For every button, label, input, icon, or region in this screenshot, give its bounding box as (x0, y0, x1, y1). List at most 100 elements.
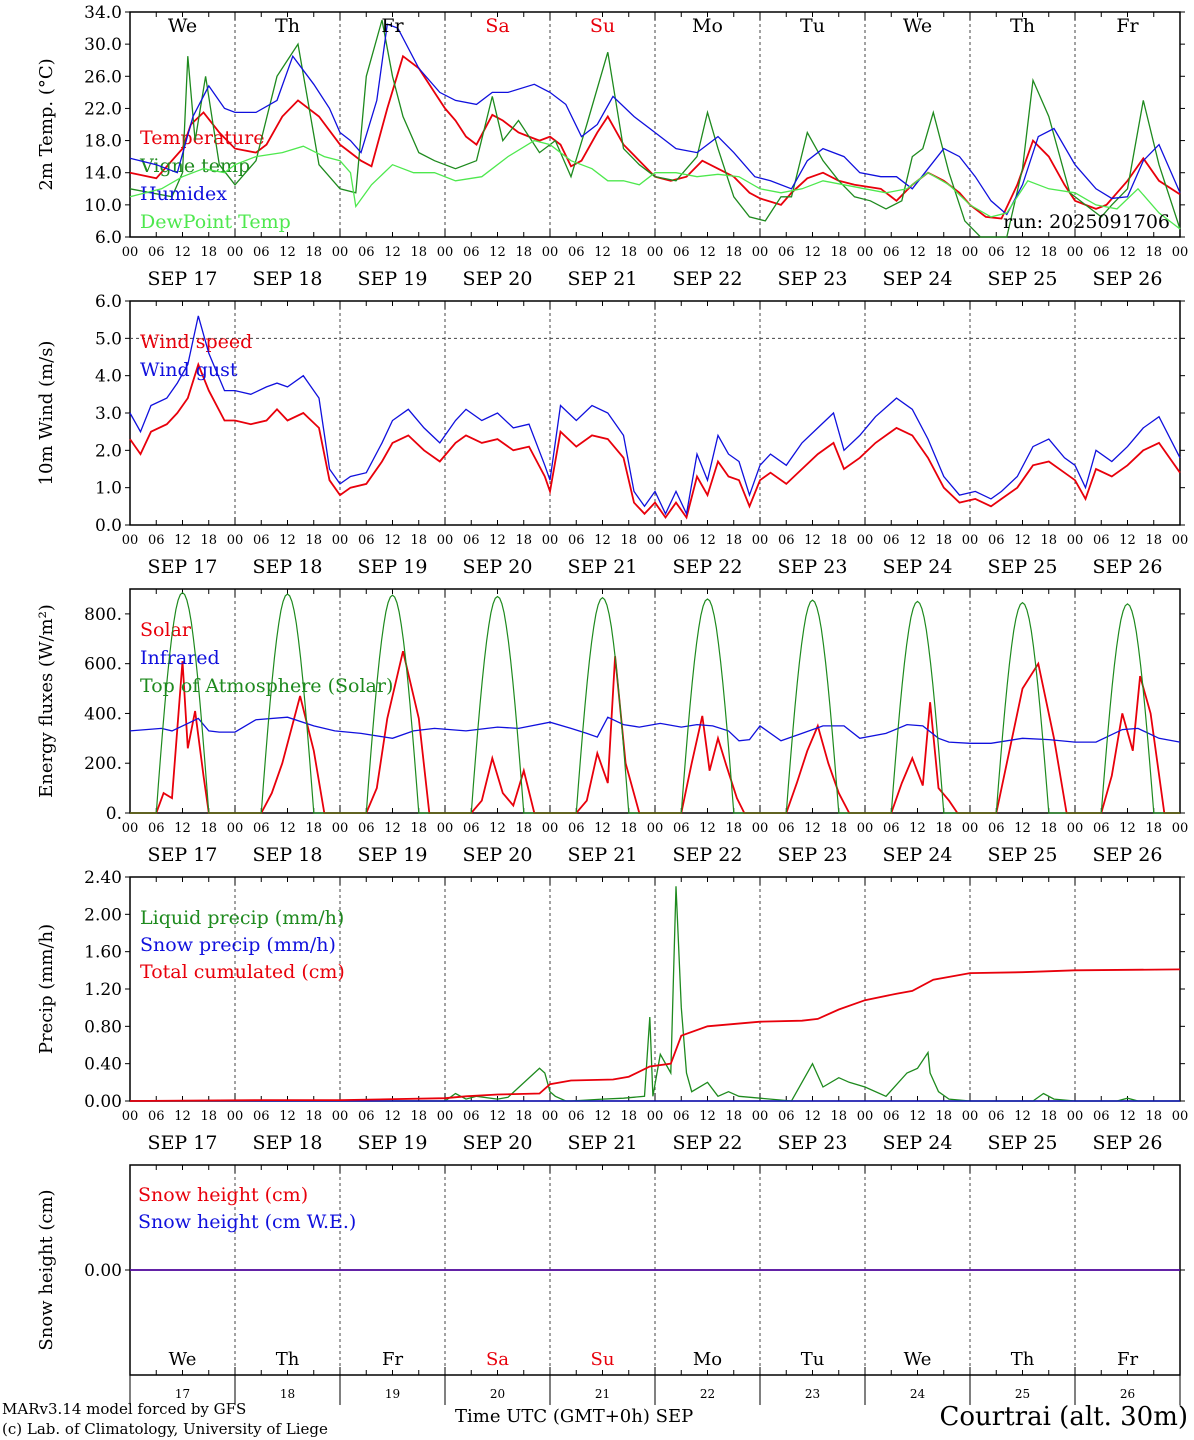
weekday-label: Tu (800, 15, 825, 37)
day-number-label: 18 (280, 1387, 295, 1401)
hour-tick-label: 12 (174, 245, 191, 260)
panel-1: 34.0 30.0 26.0 22.0 18.0 14.0 10.0 6.0 2m Temp. … (36, 3, 1188, 290)
hour-tick-label: 00 (122, 245, 139, 260)
hour-tick-label: 12 (384, 245, 401, 260)
hour-tick-label: 00 (227, 533, 244, 548)
hour-tick-label: 18 (1040, 1109, 1057, 1124)
hour-tick-label: 00 (857, 821, 874, 836)
weekday-label: Mo (692, 15, 723, 37)
weekday-label: Fr (1116, 15, 1139, 37)
y-tick-label: 6.0 (95, 228, 122, 248)
hour-tick-label: 00 (122, 1109, 139, 1124)
x-axis-month: SEP (655, 1406, 694, 1427)
hour-tick-label: 06 (358, 821, 375, 836)
hour-tick-label: 06 (988, 533, 1005, 548)
date-label: SEP 25 (988, 844, 1058, 866)
day-number-label: 20 (490, 1387, 505, 1401)
hour-tick-label: 00 (647, 821, 664, 836)
hour-tick-label: 06 (883, 1109, 900, 1124)
hour-tick-label: 12 (699, 821, 716, 836)
hour-tick-label: 00 (1172, 1109, 1189, 1124)
hour-tick-label: 00 (1172, 821, 1189, 836)
date-label: SEP 24 (883, 268, 953, 290)
date-label: SEP 21 (568, 268, 638, 290)
hour-tick-label: 00 (542, 821, 559, 836)
date-label: SEP 22 (673, 844, 743, 866)
hour-tick-label: 00 (752, 1109, 769, 1124)
day-number-label: 25 (1015, 1387, 1030, 1401)
y-tick-label: 0.80 (84, 1017, 122, 1037)
series-line-toa-day (760, 599, 865, 814)
y-tick-label: 200. (84, 754, 122, 774)
date-label: SEP 21 (568, 844, 638, 866)
legend-entry: Infrared (140, 647, 220, 669)
hour-tick-label: 00 (1067, 1109, 1084, 1124)
date-label: SEP 18 (253, 844, 323, 866)
hour-tick-label: 06 (778, 533, 795, 548)
series-line-toa-day (550, 596, 655, 814)
hour-tick-label: 00 (1067, 533, 1084, 548)
hour-tick-label: 18 (515, 1109, 532, 1124)
y-tick-label: 1.0 (95, 479, 122, 499)
hour-tick-label: 06 (568, 1109, 585, 1124)
panel-4: 2.40 2.00 1.60 1.20 0.80 0.40 0.00 Precip (mm/h… (36, 868, 1188, 1154)
hour-tick-label: 18 (410, 245, 427, 260)
date-label: SEP 17 (148, 268, 218, 290)
hour-tick-label: 06 (778, 1109, 795, 1124)
hour-tick-label: 18 (725, 1109, 742, 1124)
y-tick-label: 26.0 (84, 67, 122, 87)
hour-tick-label: 18 (935, 821, 952, 836)
series-line-toa-day (865, 600, 970, 814)
date-label: SEP 21 (568, 1132, 638, 1154)
hour-tick-label: 06 (883, 245, 900, 260)
hour-tick-label: 18 (830, 821, 847, 836)
series-line-toa-day (655, 598, 760, 814)
hour-tick-label: 00 (437, 1109, 454, 1124)
series-line (129, 361, 1181, 520)
run-label: run: 2025091706 (1003, 211, 1170, 233)
station-name: Courtrai (alt. 30m) (939, 1402, 1189, 1432)
hour-tick-label: 12 (909, 821, 926, 836)
hour-tick-label: 00 (1067, 245, 1084, 260)
hour-tick-label: 18 (1040, 821, 1057, 836)
date-label: SEP 26 (1093, 1132, 1163, 1154)
hour-tick-label: 06 (988, 1109, 1005, 1124)
day-number-label: 23 (805, 1387, 820, 1401)
y-tick-label: 1.60 (84, 943, 122, 963)
y-tick-label: 800. (84, 605, 122, 625)
hour-tick-label: 00 (227, 245, 244, 260)
hour-tick-label: 12 (594, 245, 611, 260)
hour-tick-label: 00 (647, 245, 664, 260)
date-label: SEP 18 (253, 556, 323, 578)
hour-tick-label: 00 (857, 533, 874, 548)
hour-tick-label: 06 (253, 245, 270, 260)
day-number-label: 24 (910, 1387, 926, 1401)
date-label: SEP 17 (148, 1132, 218, 1154)
hour-tick-label: 18 (305, 1109, 322, 1124)
hour-tick-label: 06 (253, 533, 270, 548)
hour-tick-label: 18 (1145, 245, 1162, 260)
hour-tick-label: 12 (699, 245, 716, 260)
hour-tick-label: 18 (410, 533, 427, 548)
date-label: SEP 26 (1093, 268, 1163, 290)
hour-tick-label: 00 (332, 821, 349, 836)
hour-tick-label: 18 (935, 1109, 952, 1124)
hour-tick-label: 12 (1014, 821, 1031, 836)
hour-tick-label: 00 (857, 245, 874, 260)
hour-tick-label: 06 (1093, 1109, 1110, 1124)
hour-tick-label: 18 (725, 821, 742, 836)
hour-tick-label: 12 (489, 533, 506, 548)
hour-tick-label: 12 (1119, 245, 1136, 260)
series-line (129, 54, 1181, 220)
hour-tick-label: 00 (857, 1109, 874, 1124)
y-tick-label: 18.0 (84, 132, 122, 152)
legend-entry: Wind speed (140, 331, 252, 353)
weekday-label: Fr (1117, 1349, 1138, 1370)
hour-tick-label: 12 (909, 533, 926, 548)
legend-entry: Top of Atmosphere (Solar) (140, 675, 393, 697)
hour-tick-label: 00 (962, 245, 979, 260)
date-label: SEP 26 (1093, 844, 1163, 866)
hour-tick-label: 00 (542, 533, 559, 548)
hour-tick-label: 12 (804, 245, 821, 260)
day-number-label: 17 (175, 1387, 190, 1401)
